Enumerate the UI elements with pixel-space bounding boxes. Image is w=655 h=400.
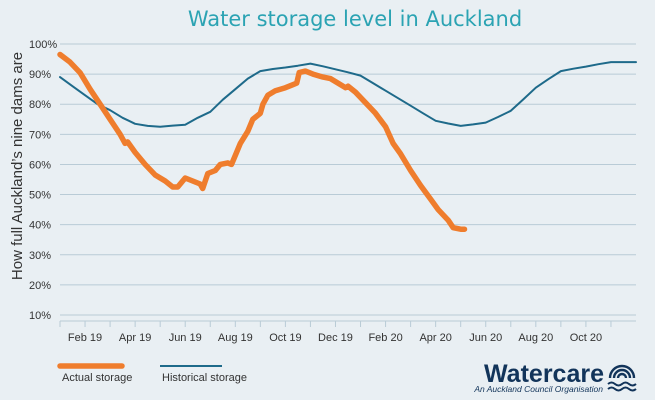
x-tick-label: Oct 19 [269, 332, 301, 344]
y-tick-label: 50% [29, 190, 51, 202]
x-ticks: Feb 19 Apr 19 Jun 19 Aug 19 Oct 19 Dec 19 Feb … [59, 321, 612, 344]
y-tick-label: 10% [29, 310, 51, 322]
x-tick-label: Apr 20 [419, 332, 451, 344]
x-tick-label: Dec 19 [318, 332, 353, 344]
legend-label-actual: Actual storage [62, 372, 132, 384]
x-tick-label: Apr 19 [119, 332, 151, 344]
x-tick-label: Oct 20 [570, 332, 602, 344]
logo-wordmark: Watercare [484, 360, 604, 388]
legend-label-historical: Historical storage [162, 372, 247, 384]
x-tick-label: Feb 20 [368, 332, 402, 344]
y-tick-label: 70% [29, 129, 51, 141]
series-line-historical-storage [59, 61, 637, 128]
x-tick-label: Jun 20 [469, 332, 502, 344]
series-layer [57, 51, 637, 232]
watercare-logo: Watercare An Auckland Council Organisati… [473, 360, 637, 394]
chart-title: Water storage level in Auckland [188, 7, 522, 31]
y-tick-label: 40% [29, 220, 51, 232]
x-tick-label: Aug 20 [518, 332, 553, 344]
logo-tagline: An Auckland Council Organisation [473, 384, 603, 394]
x-tick-label: Feb 19 [68, 332, 102, 344]
x-tick-label: Jun 19 [169, 332, 202, 344]
y-axis-label: How full Auckland’s nine dams are [9, 52, 26, 280]
x-tick-label: Aug 19 [218, 332, 253, 344]
y-tick-label: 80% [29, 99, 51, 111]
wave-rings-icon [607, 364, 637, 392]
legend: Actual storage Historical storage [57, 363, 247, 384]
gridlines [60, 43, 636, 316]
series-line-actual-storage [57, 51, 468, 232]
y-tick-labels: 100% 90% 80% 70% 60% 50% 40% 30% 20% 10% [29, 39, 57, 322]
y-tick-label: 30% [29, 250, 51, 262]
y-tick-label: 60% [29, 159, 51, 171]
y-tick-label: 100% [29, 39, 57, 51]
y-tick-label: 20% [29, 280, 51, 292]
y-tick-label: 90% [29, 69, 51, 81]
